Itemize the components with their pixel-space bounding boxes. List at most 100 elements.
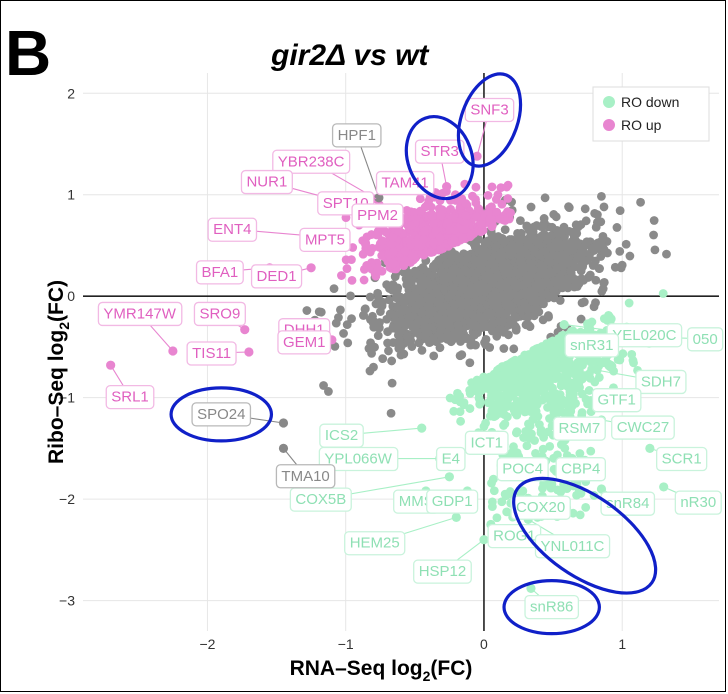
data-point [426,337,436,347]
data-point [377,301,387,311]
data-point [335,305,345,315]
data-point [393,326,403,335]
data-point [329,284,339,294]
data-point [563,239,573,249]
ro-up-point [468,191,477,201]
ro-down-point [484,377,494,387]
data-point [515,216,525,226]
ro-down-point [537,395,547,405]
ro-down-point [607,361,617,371]
data-point [517,259,527,269]
ro-up-point [476,219,486,229]
ro-up-point [460,224,470,234]
data-point [487,297,497,307]
data-point [588,261,598,270]
data-point [561,253,571,263]
data-point [324,387,333,396]
ro-up-point [461,199,471,208]
data-point [509,344,519,354]
ro-up-point [427,211,437,221]
data-point [580,204,590,214]
ro-down-point [596,357,606,367]
ro-down-point [450,395,460,405]
data-point [346,291,355,301]
data-point [450,300,460,310]
data-point [465,358,475,368]
data-point [439,274,449,284]
ro-up-point [399,261,409,271]
ro-up-point [420,202,430,212]
data-point [470,269,480,279]
data-point [521,320,531,330]
data-point [542,233,552,243]
ro-up-point [449,235,459,245]
ro-up-point [373,266,382,276]
data-point [424,300,434,310]
data-point [529,265,538,274]
data-point [517,305,526,315]
chart-title: gir2Δ vs wt [271,39,429,72]
data-point [579,275,588,285]
ro-up-point [347,255,356,265]
ro-down-point [489,474,498,484]
ro-up-point [389,247,398,257]
data-point [523,240,533,249]
data-point [490,264,500,274]
ro-up-point [419,234,429,244]
ro-down-point [590,377,600,387]
data-point [397,307,406,317]
ro-down-point [519,386,529,396]
ro-down-point [629,358,638,368]
data-point [615,246,625,256]
data-point [510,313,520,323]
data-point [478,322,488,332]
data-point [415,295,425,304]
ro-up-point [419,227,429,236]
ro-down-point [506,384,515,394]
data-point [539,214,549,223]
data-point [347,314,356,324]
ro-up-point [389,259,398,269]
data-point [540,193,550,203]
data-point [615,206,625,216]
ro-down-point [475,396,485,406]
data-point [523,312,533,322]
ro-up-point [495,214,504,224]
data-point [617,260,627,270]
data-point [471,321,481,331]
data-point [560,275,569,285]
data-point [590,208,600,218]
data-point [394,336,404,346]
data-point [435,343,445,353]
data-point [649,216,659,225]
ro-up-point [359,275,369,285]
data-point [581,216,591,226]
ro-up-point [347,275,357,285]
data-point [383,338,392,348]
data-point [599,244,609,254]
data-point [481,340,491,350]
data-point [531,304,540,313]
data-point [302,306,312,315]
data-point [360,304,370,314]
ro-down-point [502,507,512,517]
data-point [597,286,607,296]
ro-down-point [491,411,501,421]
data-point [403,332,412,342]
data-point [564,202,573,212]
data-point [543,291,553,301]
data-point [578,248,588,258]
data-point [662,249,671,259]
ro-down-point [472,383,482,393]
data-point [536,295,546,305]
ro-up-point [415,194,425,204]
data-point [387,356,397,366]
ro-down-point [565,391,575,400]
ro-down-point [522,359,532,369]
ro-down-point [449,406,459,416]
data-point [386,408,396,418]
ro-down-point [511,362,521,372]
data-point [549,210,559,219]
data-point [534,250,544,260]
